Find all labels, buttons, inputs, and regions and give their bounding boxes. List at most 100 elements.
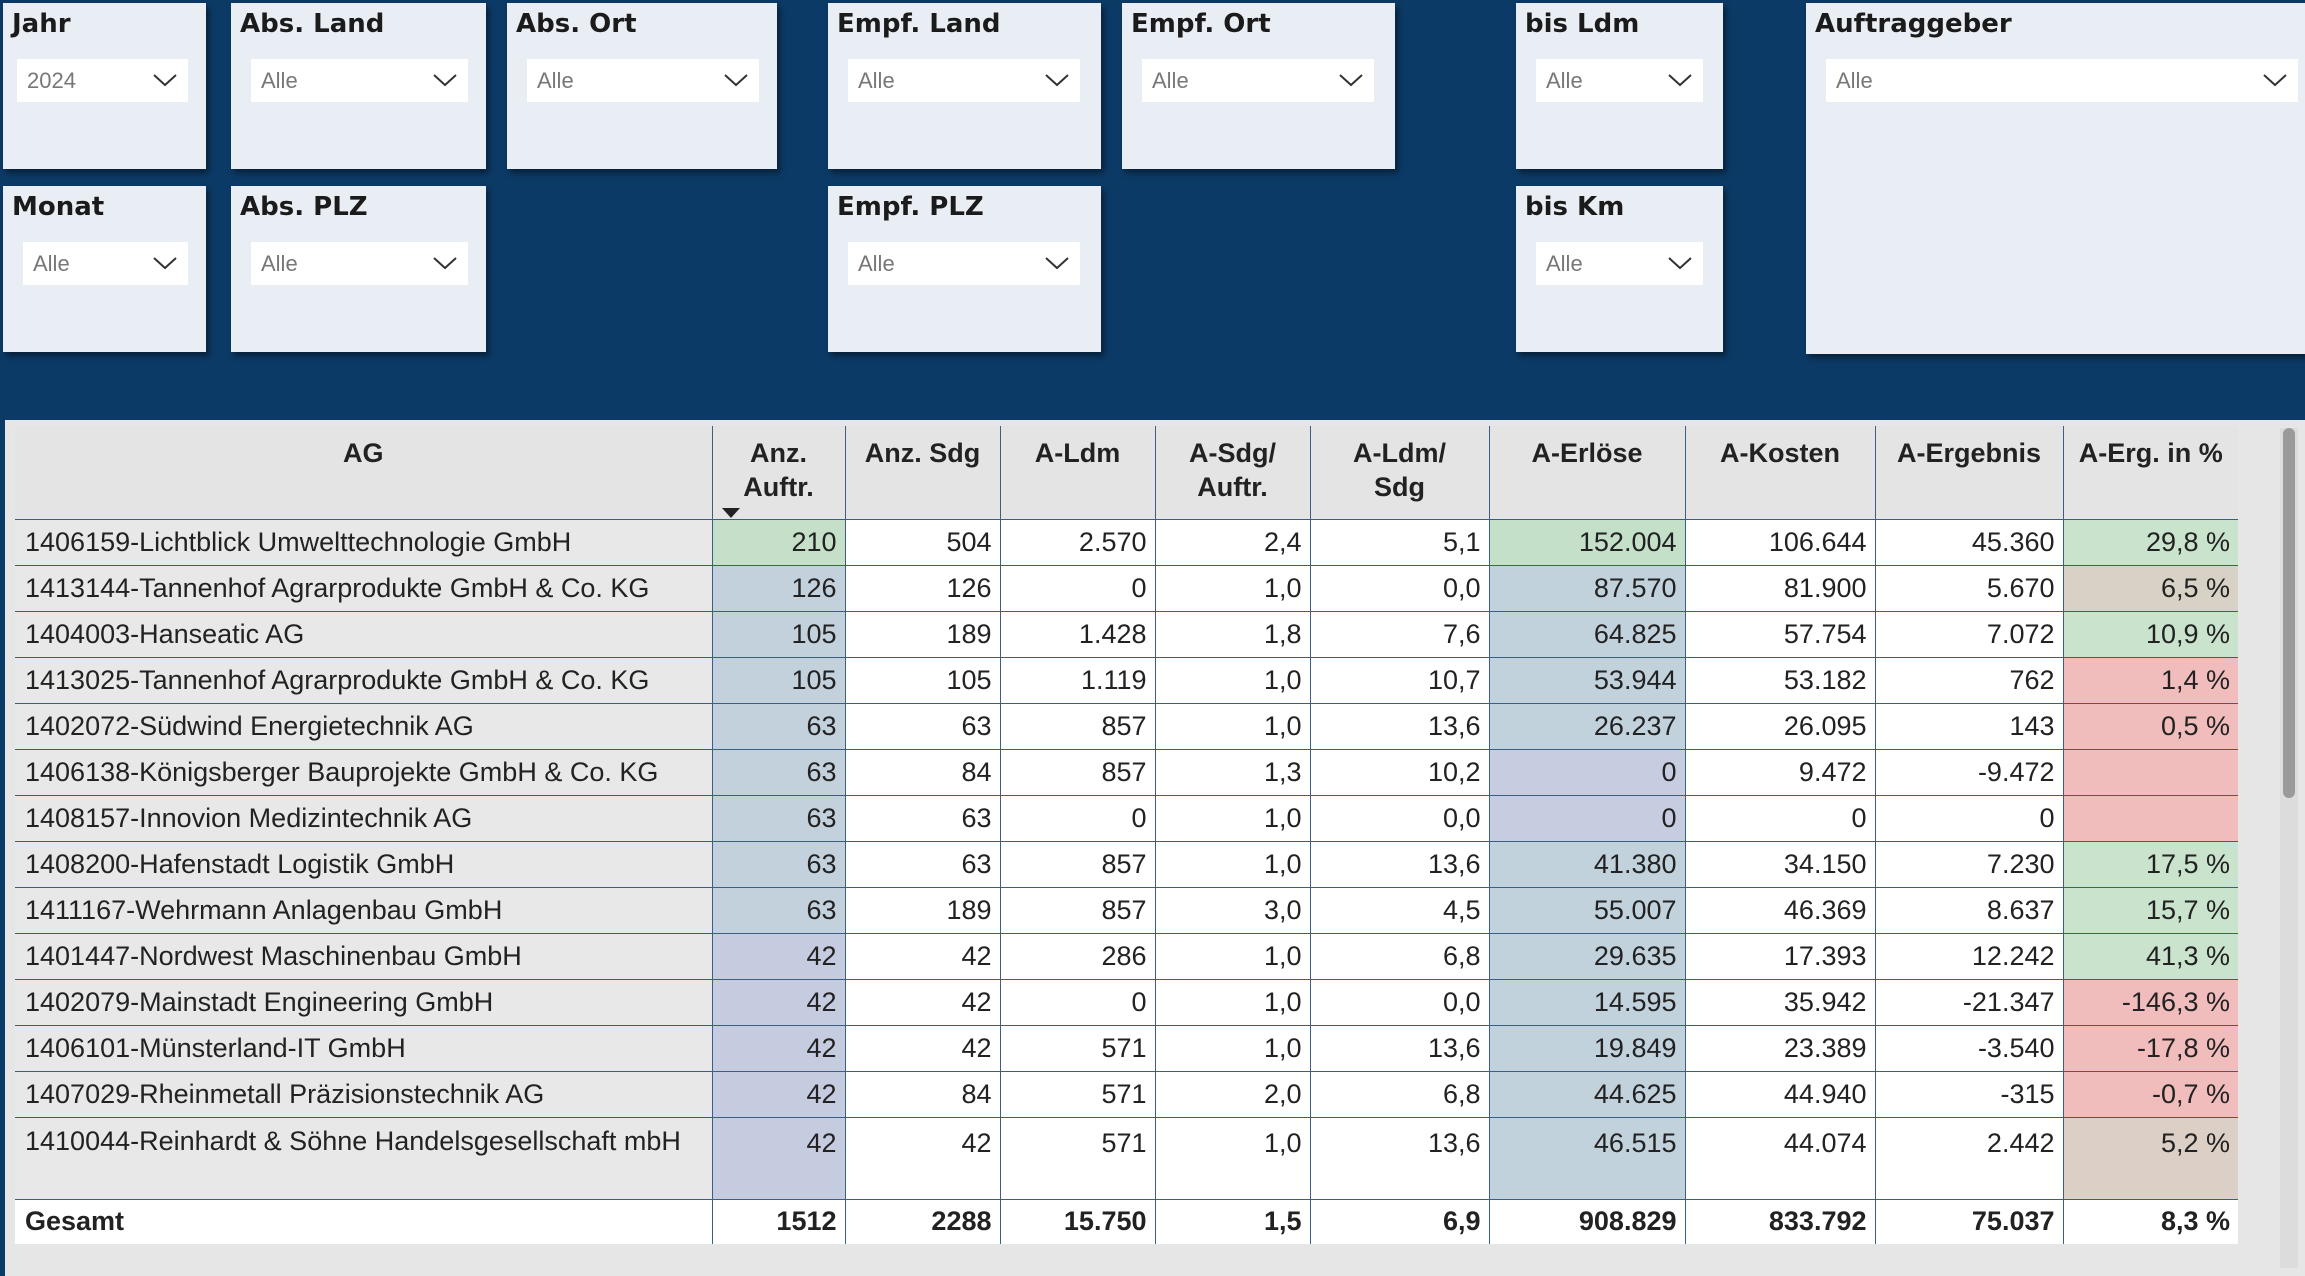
cell-a-ldm: 286 [999,933,1155,980]
cell-anz-auftr: 63 [711,703,845,750]
table-row[interactable]: 1407029-Rheinmetall Präzisionstechnik AG… [15,1071,2238,1118]
header-a-sdg-auftr[interactable]: A-Sdg/ Auftr. [1154,426,1310,520]
cell-a-ergebnis: 5.670 [1874,565,2063,612]
slicer-abs-ort-dropdown[interactable]: Alle [527,59,759,102]
table-row[interactable]: 1413144-Tannenhof Agrarprodukte GmbH & C… [15,565,2238,612]
slicer-empf-land-value: Alle [858,68,895,93]
slicer-jahr-dropdown[interactable]: 2024 [17,59,188,102]
cell-ag: 1413144-Tannenhof Agrarprodukte GmbH & C… [15,565,712,612]
cell-ag: 1413025-Tannenhof Agrarprodukte GmbH & C… [15,657,712,704]
total-cell-a-sdg-auftr: 1,5 [1154,1199,1310,1244]
cell-a-erg-pct: 29,8 % [2062,519,2238,566]
slicer-auftraggeber-dropdown[interactable]: Alle [1826,59,2298,102]
table-row[interactable]: 1408157-Innovion Medizintechnik AG 63 63 0 1… [15,795,2238,842]
cell-anz-sdg: 189 [844,887,1000,934]
cell-a-sdg-auftr: 1,0 [1154,1025,1310,1072]
chevron-down-icon [1668,257,1692,270]
table-row[interactable]: 1406159-Lichtblick Umwelttechnologie Gmb… [15,519,2238,566]
cell-a-ldm: 857 [999,841,1155,888]
header-a-sdg-auftr-line2: Auftr. [1197,472,1268,502]
vertical-scrollbar-thumb[interactable] [2283,428,2295,798]
cell-anz-auftr: 42 [711,1071,845,1118]
slicer-bis-km-dropdown[interactable]: Alle [1536,242,1703,285]
cell-a-ldm-sdg: 13,6 [1309,703,1489,750]
total-cell-a-ldm: 15.750 [999,1199,1155,1244]
slicer-bis-ldm-dropdown[interactable]: Alle [1536,59,1703,102]
cell-anz-sdg: 63 [844,841,1000,888]
cell-a-erg-pct: -17,8 % [2062,1025,2238,1072]
table-row[interactable]: 1401447-Nordwest Maschinenbau GmbH 42 42 28… [15,933,2238,980]
chevron-down-icon [1339,74,1363,87]
slicer-empf-plz-title: Empf. PLZ [837,192,984,222]
slicer-bis-ldm-value: Alle [1546,68,1583,93]
cell-a-ldm-sdg: 6,8 [1309,1071,1489,1118]
slicer-empf-ort-value: Alle [1152,68,1189,93]
cell-a-sdg-auftr: 1,8 [1154,611,1310,658]
cell-a-erloese: 26.237 [1488,703,1685,750]
cell-anz-auftr: 63 [711,887,845,934]
slicer-bis-km: bis Km Alle [1516,186,1723,352]
cell-a-kosten: 46.369 [1684,887,1875,934]
header-a-erg-pct[interactable]: A-Erg. in % [2062,426,2238,520]
header-ag[interactable]: AG [15,426,712,520]
header-a-ergebnis[interactable]: A-Ergebnis [1874,426,2063,520]
header-a-ldm[interactable]: A-Ldm [999,426,1155,520]
slicer-empf-ort-dropdown[interactable]: Alle [1142,59,1374,102]
table-row[interactable]: 1410044-Reinhardt & Söhne Handelsgesells… [15,1117,2238,1200]
slicer-abs-land-dropdown[interactable]: Alle [251,59,468,102]
cell-ag: 1402072-Südwind Energietechnik AG [15,703,712,750]
slicer-empf-plz-dropdown[interactable]: Alle [848,242,1080,285]
header-anz-sdg[interactable]: Anz. Sdg [844,426,1000,520]
cell-a-sdg-auftr: 1,0 [1154,933,1310,980]
cell-a-erg-pct: -0,7 % [2062,1071,2238,1118]
cell-anz-auftr: 63 [711,795,845,842]
table-row[interactable]: 1402072-Südwind Energietechnik AG 63 63 857… [15,703,2238,750]
header-a-kosten[interactable]: A-Kosten [1684,426,1875,520]
cell-a-kosten: 35.942 [1684,979,1875,1026]
table-row[interactable]: 1408200-Hafenstadt Logistik GmbH 63 63 857 1… [15,841,2238,888]
total-cell-a-erg-pct: 8,3 % [2062,1199,2238,1244]
cell-ag: 1401447-Nordwest Maschinenbau GmbH [15,933,712,980]
slicer-empf-land-dropdown[interactable]: Alle [848,59,1080,102]
chevron-down-icon [724,74,748,87]
header-a-erloese[interactable]: A-Erlöse [1488,426,1685,520]
chevron-down-icon [1045,74,1069,87]
cell-a-sdg-auftr: 1,0 [1154,1117,1310,1200]
cell-a-ldm: 571 [999,1071,1155,1118]
header-anz-auftr[interactable]: Anz. Auftr. [711,426,845,520]
table-row[interactable]: 1406101-Münsterland-IT GmbH 42 42 571 1,0 13,… [15,1025,2238,1072]
cell-a-erg-pct [2062,749,2238,796]
cell-a-erloese: 87.570 [1488,565,1685,612]
total-cell-a-ergebnis: 75.037 [1874,1199,2063,1244]
table-row[interactable]: 1402079-Mainstadt Engineering GmbH 42 42 0 1… [15,979,2238,1026]
cell-anz-sdg: 42 [844,1025,1000,1072]
cell-a-ldm-sdg: 13,6 [1309,1117,1489,1200]
total-cell-ag: Gesamt [15,1199,712,1244]
table-total-row: Gesamt 1512 2288 15.750 1,5 6,9 908.829 833.792… [15,1199,2238,1244]
cell-anz-sdg: 42 [844,1117,1000,1200]
table-row[interactable]: 1413025-Tannenhof Agrarprodukte GmbH & C… [15,657,2238,704]
cell-a-sdg-auftr: 1,0 [1154,703,1310,750]
cell-anz-auftr: 42 [711,1025,845,1072]
cell-ag: 1407029-Rheinmetall Präzisionstechnik AG [15,1071,712,1118]
table-row[interactable]: 1406138-Königsberger Bauprojekte GmbH & … [15,749,2238,796]
cell-a-ldm-sdg: 13,6 [1309,841,1489,888]
slicer-abs-land-value: Alle [261,68,298,93]
cell-a-erloese: 29.635 [1488,933,1685,980]
slicer-bis-ldm: bis Ldm Alle [1516,3,1723,169]
slicer-abs-plz-dropdown[interactable]: Alle [251,242,468,285]
cell-a-erg-pct: 17,5 % [2062,841,2238,888]
cell-a-ldm-sdg: 6,8 [1309,933,1489,980]
table-row[interactable]: 1404003-Hanseatic AG 105 189 1.428 1,8 7,6 64.… [15,611,2238,658]
cell-anz-auftr: 63 [711,749,845,796]
table-row[interactable]: 1411167-Wehrmann Anlagenbau GmbH 63 189 857… [15,887,2238,934]
slicer-monat-dropdown[interactable]: Alle [23,242,188,285]
slicer-monat-title: Monat [12,192,105,222]
cell-a-ldm: 857 [999,887,1155,934]
slicer-empf-ort: Empf. Ort Alle [1122,3,1395,169]
cell-a-sdg-auftr: 2,0 [1154,1071,1310,1118]
total-cell-anz-sdg: 2288 [844,1199,1000,1244]
header-a-ldm-sdg[interactable]: A-Ldm/ Sdg [1309,426,1489,520]
cell-a-erloese: 64.825 [1488,611,1685,658]
slicer-abs-ort-value: Alle [537,68,574,93]
